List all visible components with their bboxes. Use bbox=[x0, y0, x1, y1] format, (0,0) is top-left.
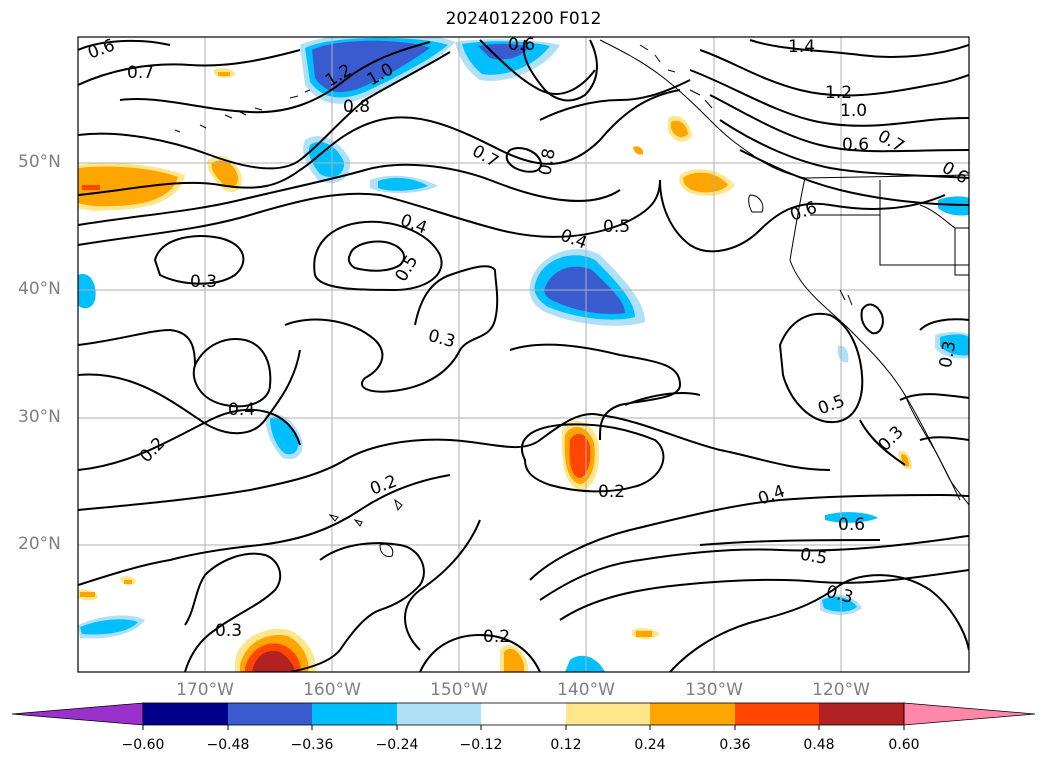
colorbar-bin bbox=[650, 703, 735, 725]
contour-label: 0.8 bbox=[535, 147, 559, 177]
contour-label: 1.2 bbox=[825, 83, 852, 103]
colorbar-tick-label: −0.36 bbox=[290, 737, 334, 753]
contour-label: 0.2 bbox=[136, 434, 169, 467]
contour-label: 0.2 bbox=[367, 471, 399, 499]
contour-label: 0.6 bbox=[85, 35, 117, 63]
pos-patch bbox=[569, 433, 591, 478]
contour-label: 0.5 bbox=[798, 545, 828, 569]
neg-patch bbox=[308, 142, 345, 178]
contour-label: 0.2 bbox=[598, 482, 625, 502]
neg-patch bbox=[270, 417, 299, 455]
contour-label: 0.6 bbox=[508, 35, 535, 55]
contour-label: 0.2 bbox=[483, 627, 510, 647]
contour-label: 0.6 bbox=[838, 515, 865, 535]
neg-patch bbox=[822, 596, 857, 612]
neg-patch bbox=[940, 334, 969, 356]
colorbar-bin bbox=[735, 703, 819, 725]
contour-label: 0.3 bbox=[936, 339, 960, 369]
pos-patch bbox=[218, 72, 230, 76]
neg-patch bbox=[478, 43, 530, 60]
colorbar-bin bbox=[143, 703, 228, 725]
neg-patch bbox=[378, 177, 428, 191]
lon-label-130w: 130°W bbox=[685, 680, 743, 700]
contour-label: 0.7 bbox=[469, 141, 502, 172]
colorbar-tick-label: −0.24 bbox=[375, 737, 419, 753]
colorbar-bin bbox=[819, 703, 904, 725]
colorbar-tick-label: 0.12 bbox=[550, 737, 582, 753]
colorbar-tick-label: 0.60 bbox=[888, 737, 920, 753]
pos-patch bbox=[901, 454, 909, 467]
colorbar-bin bbox=[228, 703, 312, 725]
lat-label-40n: 40°N bbox=[18, 279, 61, 299]
map-title: 2024012200 F012 bbox=[445, 9, 602, 29]
pos-patch bbox=[636, 631, 652, 637]
contour-label: 0.4 bbox=[557, 225, 589, 253]
contour-label: 0.6 bbox=[788, 198, 820, 226]
colorbar-bin bbox=[312, 703, 397, 725]
colorbar-tick-label: −0.12 bbox=[459, 737, 503, 753]
lat-label-30n: 30°N bbox=[18, 407, 61, 427]
contour-label: 0.7 bbox=[127, 63, 154, 83]
neg-patch bbox=[312, 40, 430, 93]
pos-patch bbox=[252, 650, 295, 672]
contour-label: 0.6 bbox=[938, 158, 971, 189]
contour-label: 0.5 bbox=[392, 252, 423, 285]
colorbar-bin bbox=[566, 703, 650, 725]
neg-patch bbox=[80, 619, 138, 635]
contour-lines bbox=[78, 39, 969, 672]
pos-patch bbox=[80, 592, 95, 597]
shaded-anomalies bbox=[78, 37, 969, 672]
colorbar-tick-label: −0.48 bbox=[206, 737, 250, 753]
pos-patch bbox=[633, 146, 644, 155]
colorbar-frame bbox=[142, 702, 905, 726]
colorbar-tick-label: 0.48 bbox=[803, 737, 835, 753]
colorbar-bin bbox=[397, 703, 481, 725]
contour-label: 1.0 bbox=[840, 101, 867, 121]
map-frame bbox=[77, 36, 970, 673]
lon-label-150w: 150°W bbox=[430, 680, 488, 700]
neg-patch bbox=[837, 345, 849, 363]
pos-patch bbox=[671, 120, 688, 138]
contour-label: 0.3 bbox=[426, 326, 457, 352]
colorbar-over-arrow bbox=[903, 702, 1036, 726]
contour-label: 0.4 bbox=[397, 210, 429, 238]
lon-label-170w: 170°W bbox=[176, 680, 234, 700]
contour-label: 0.6 bbox=[842, 135, 869, 155]
pos-patch bbox=[211, 160, 238, 188]
contour-label: 0.5 bbox=[815, 391, 847, 419]
colorbar-bin bbox=[481, 703, 566, 725]
colorbar-tick-label: 0.36 bbox=[719, 737, 751, 753]
pos-patch bbox=[124, 580, 132, 584]
contour-label: 0.3 bbox=[190, 272, 217, 292]
colorbar-tick-label: −0.60 bbox=[121, 737, 165, 753]
contour-label: 0.4 bbox=[228, 400, 255, 420]
pos-patch bbox=[82, 185, 100, 190]
neg-patch bbox=[825, 512, 878, 523]
pos-patch bbox=[78, 166, 178, 207]
contour-label: 1.4 bbox=[788, 37, 815, 57]
colorbar-tick-label: 0.24 bbox=[634, 737, 666, 753]
contour-labels: 0.6 0.7 1.4 1.2 1.0 0.6 0.7 0.8 0.8 0.7 … bbox=[85, 35, 971, 647]
lat-label-20n: 20°N bbox=[18, 534, 61, 554]
neg-patch bbox=[78, 274, 96, 309]
pos-patch bbox=[504, 648, 524, 672]
lat-label-50n: 50°N bbox=[18, 152, 61, 172]
neg-patch bbox=[938, 196, 969, 216]
coastlines bbox=[174, 39, 969, 557]
lon-label-140w: 140°W bbox=[557, 680, 615, 700]
contour-label: 0.3 bbox=[875, 422, 908, 455]
neg-patch bbox=[565, 655, 605, 672]
contour-label: 0.5 bbox=[603, 217, 630, 237]
colorbar bbox=[11, 702, 1036, 730]
contour-label: 0.8 bbox=[343, 97, 370, 117]
contour-label: 0.4 bbox=[755, 481, 787, 509]
colorbar-under-arrow bbox=[11, 702, 144, 726]
contour-label: 0.3 bbox=[215, 621, 242, 641]
grid-lines bbox=[78, 37, 969, 672]
lon-label-120w: 120°W bbox=[812, 680, 870, 700]
contour-label: 0.7 bbox=[874, 126, 907, 157]
lon-label-160w: 160°W bbox=[303, 680, 361, 700]
pos-patch bbox=[683, 172, 728, 193]
